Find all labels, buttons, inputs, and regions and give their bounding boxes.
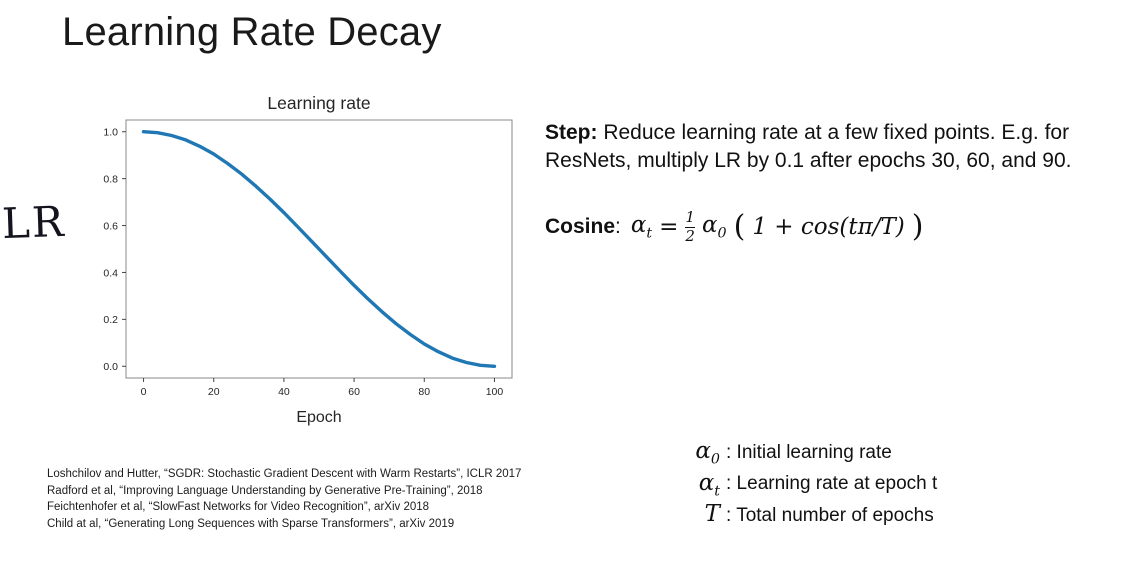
formula-fraction: 1 2 (685, 208, 695, 245)
legend-row: α0 : Initial learning rate (672, 438, 937, 468)
svg-text:20: 20 (208, 386, 220, 398)
legend-symbol-base: α (698, 469, 715, 496)
svg-text:60: 60 (348, 386, 360, 398)
svg-text:80: 80 (418, 386, 430, 398)
legend-symbol: T (672, 501, 720, 531)
cosine-line: Cosine: αt = 1 2 α0 ( 1 + cos(tπ/T) ) (545, 208, 924, 245)
legend-symbol: α0 (672, 438, 720, 468)
legend-row: T : Total number of epochs (672, 501, 937, 531)
citations-block: Loshchilov and Hutter, “SGDR: Stochastic… (47, 466, 521, 533)
legend-description: : Initial learning rate (726, 441, 892, 463)
svg-text:Learning rate: Learning rate (267, 93, 370, 113)
formula-coef-base: α (701, 212, 718, 239)
handwritten-lr-label: LR (1, 196, 67, 249)
svg-text:40: 40 (278, 386, 290, 398)
legend-symbol-sub: t (714, 483, 720, 500)
legend-symbol: αt (672, 470, 720, 500)
svg-text:0.2: 0.2 (103, 314, 118, 326)
citation-line: Radford et al, “Improving Language Under… (47, 484, 483, 497)
svg-text:1.0: 1.0 (103, 127, 118, 139)
formula-open-paren: ( (733, 209, 746, 245)
learning-rate-plot: Learning rate 0 20 40 60 80 100 0.0 0.2 0.4 0.6 0.8… (103, 93, 513, 426)
formula-close-paren: ) (911, 209, 924, 245)
svg-text:Epoch: Epoch (296, 409, 341, 426)
legend-symbol-base: T (704, 501, 720, 528)
svg-text:0: 0 (141, 386, 147, 398)
cosine-label: Cosine (545, 215, 616, 239)
chart-panel: Learning rate 0 20 40 60 80 100 0.0 0.2 0.4 0.6 0.8… (78, 90, 528, 430)
step-paragraph: Step: Reduce learning rate at a few fixe… (545, 119, 1073, 175)
svg-text:0.4: 0.4 (103, 267, 118, 279)
legend-symbol-base: α (695, 438, 711, 464)
svg-text:0.0: 0.0 (103, 361, 118, 373)
formula-coef-sub: 0 (717, 226, 727, 243)
citation-line: Feichtenhofer et al, “SlowFast Networks … (47, 501, 430, 514)
formula-coefficient: α0 (702, 212, 727, 242)
formula-body: 1 + cos(tπ/T) (752, 214, 905, 241)
cosine-colon: : (615, 215, 621, 239)
svg-text:100: 100 (486, 386, 504, 398)
formula-lhs-base: α (630, 212, 647, 239)
legend-description: : Total number of epochs (726, 504, 934, 526)
citation-line: Loshchilov and Hutter, “SGDR: Stochastic… (47, 468, 522, 480)
symbol-legend: α0 : Initial learning rate αt : Learning… (672, 438, 937, 533)
formula-equals: = (659, 214, 679, 241)
fraction-bar (685, 226, 695, 228)
step-label: Step: (545, 121, 598, 144)
legend-row: αt : Learning rate at epoch t (672, 470, 938, 500)
legend-symbol-sub: 0 (710, 451, 720, 468)
citation-line: Child at al, “Generating Long Sequences … (47, 518, 455, 531)
svg-text:0.8: 0.8 (103, 173, 118, 185)
fraction-numerator: 1 (685, 208, 695, 226)
formula-lhs-sub: t (646, 226, 653, 243)
fraction-denominator: 2 (685, 226, 695, 245)
step-text: Reduce learning rate at a few fixed poin… (545, 121, 1072, 172)
formula-lhs: αt (631, 212, 652, 242)
legend-description: : Learning rate at epoch t (726, 473, 938, 495)
cosine-formula: αt = 1 2 α0 ( 1 + cos(tπ/T) ) (631, 208, 924, 245)
page-title: Learning Rate Decay (62, 10, 442, 54)
svg-text:0.6: 0.6 (103, 220, 118, 232)
